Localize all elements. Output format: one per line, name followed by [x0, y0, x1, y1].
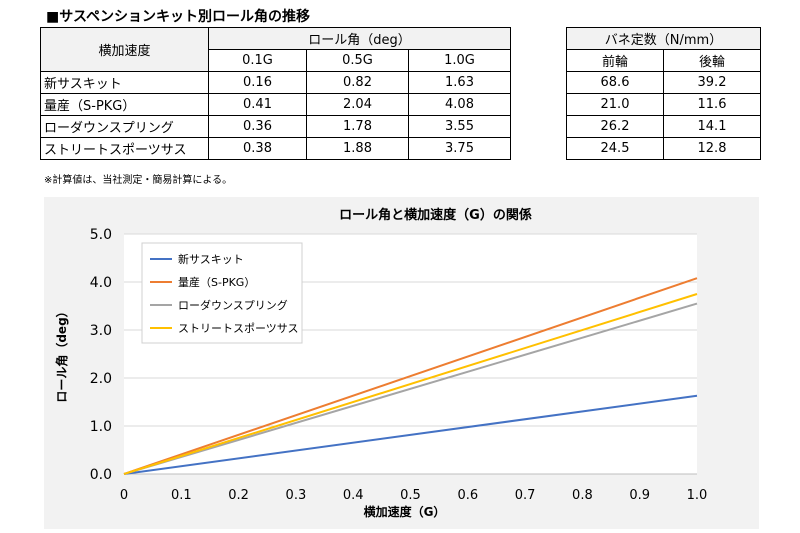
footnote: ※計算値は、当社測定・簡易計算による。 [44, 175, 233, 186]
x-tick-label: 0.9 [629, 488, 650, 503]
row-value: 0.41 [208, 93, 307, 116]
rear-value: 39.2 [663, 71, 761, 94]
row-value: 1.88 [306, 137, 409, 160]
y-tick-label: 3.0 [90, 323, 112, 339]
row-value: 0.36 [208, 115, 307, 138]
line-chart: ロール角と横加速度（G）の関係 0.0 1.0 2.0 3.0 4.0 5.0 0 0.1 0.2… [54, 207, 708, 519]
table-row: 量産（S-PKG） 0.41 2.04 4.08 [40, 93, 511, 116]
rear-value: 12.8 [663, 137, 761, 160]
front-value: 21.0 [566, 93, 664, 116]
rear-value: 14.1 [663, 115, 761, 138]
x-tick-label: 0.4 [343, 488, 364, 503]
g-header-2: 1.0G [408, 49, 511, 72]
roll-angle-table: 横加速度 ロール角（deg） 0.1G 0.5G 1.0G 新サスキット 0.1… [40, 27, 511, 160]
x-tick-label: 0.8 [572, 488, 593, 503]
row-name: 量産（S-PKG） [40, 93, 209, 116]
y-tick-label: 1.0 [90, 419, 112, 435]
x-tick-label: 0.3 [286, 488, 307, 503]
x-tick-label: 0 [120, 488, 128, 503]
table-row: ローダウンスプリング 0.36 1.78 3.55 [40, 115, 511, 138]
legend-box [141, 242, 303, 344]
front-value: 24.5 [566, 137, 664, 160]
row-name: ローダウンスプリング [40, 115, 209, 138]
front-value: 68.6 [566, 71, 664, 94]
y-tick-label: 0.0 [90, 467, 112, 483]
y-tick-label: 2.0 [90, 371, 112, 387]
chart-area: ロール角と横加速度（G）の関係 0.0 1.0 2.0 3.0 4.0 5.0 0 0.1 0.2… [44, 197, 759, 529]
row-value: 1.78 [306, 115, 409, 138]
legend-label: ローダウンスプリング [178, 298, 288, 312]
front-header: 前輪 [566, 49, 664, 72]
table-row: 21.0 11.6 [566, 93, 761, 116]
x-tick-label: 0.1 [171, 488, 192, 503]
x-tick-label: 0.2 [228, 488, 249, 503]
table-row: ストリートスポーツサス 0.38 1.88 3.75 [40, 137, 511, 160]
row-value: 0.38 [208, 137, 307, 160]
row-value: 1.63 [408, 71, 511, 94]
x-tick-label: 0.7 [515, 488, 536, 503]
x-axis-label: 横加速度（G） [364, 504, 446, 519]
table-row: 新サスキット 0.16 0.82 1.63 [40, 71, 511, 94]
table-row: 68.6 39.2 [566, 71, 761, 94]
y-tick-label: 4.0 [90, 275, 112, 291]
rear-value: 11.6 [663, 93, 761, 116]
row-name: ストリートスポーツサス [40, 137, 209, 160]
series-line [123, 302, 698, 475]
accel-header: 横加速度 [40, 27, 209, 72]
row-value: 3.55 [408, 115, 511, 138]
table-row: 24.5 12.8 [566, 137, 761, 160]
table-row: 26.2 14.1 [566, 115, 761, 138]
g-header-0: 0.1G [208, 49, 307, 72]
legend-label: ストリートスポーツサス [178, 322, 299, 335]
front-value: 26.2 [566, 115, 664, 138]
row-value: 0.16 [208, 71, 307, 94]
chart-title: ロール角と横加速度（G）の関係 [339, 207, 532, 223]
series-line [123, 394, 698, 475]
series-line [123, 293, 698, 475]
page-heading: ■サスペンションキット別ロール角の推移 [46, 9, 310, 25]
y-tick-label: 5.0 [90, 227, 112, 243]
row-name: 新サスキット [40, 71, 209, 94]
roll-header: ロール角（deg） [208, 27, 511, 50]
series-line [123, 277, 698, 475]
g-header-1: 0.5G [306, 49, 409, 72]
x-tick-label: 0.5 [400, 488, 421, 503]
rear-header: 後輪 [663, 49, 761, 72]
row-value: 4.08 [408, 93, 511, 116]
legend-label: 新サスキット [178, 252, 244, 266]
row-value: 2.04 [306, 93, 409, 116]
y-axis-label: ロール角（deg） [54, 305, 69, 402]
row-value: 3.75 [408, 137, 511, 160]
spring-header: バネ定数（N/mm） [566, 27, 761, 50]
legend-label: 量産（S-PKG） [178, 276, 255, 289]
row-value: 0.82 [306, 71, 409, 94]
x-tick-label: 1.0 [687, 488, 708, 503]
x-tick-label: 0.6 [457, 488, 478, 503]
spring-rate-table: バネ定数（N/mm） 前輪 後輪 68.6 39.2 21.0 11.6 26.… [566, 27, 761, 160]
